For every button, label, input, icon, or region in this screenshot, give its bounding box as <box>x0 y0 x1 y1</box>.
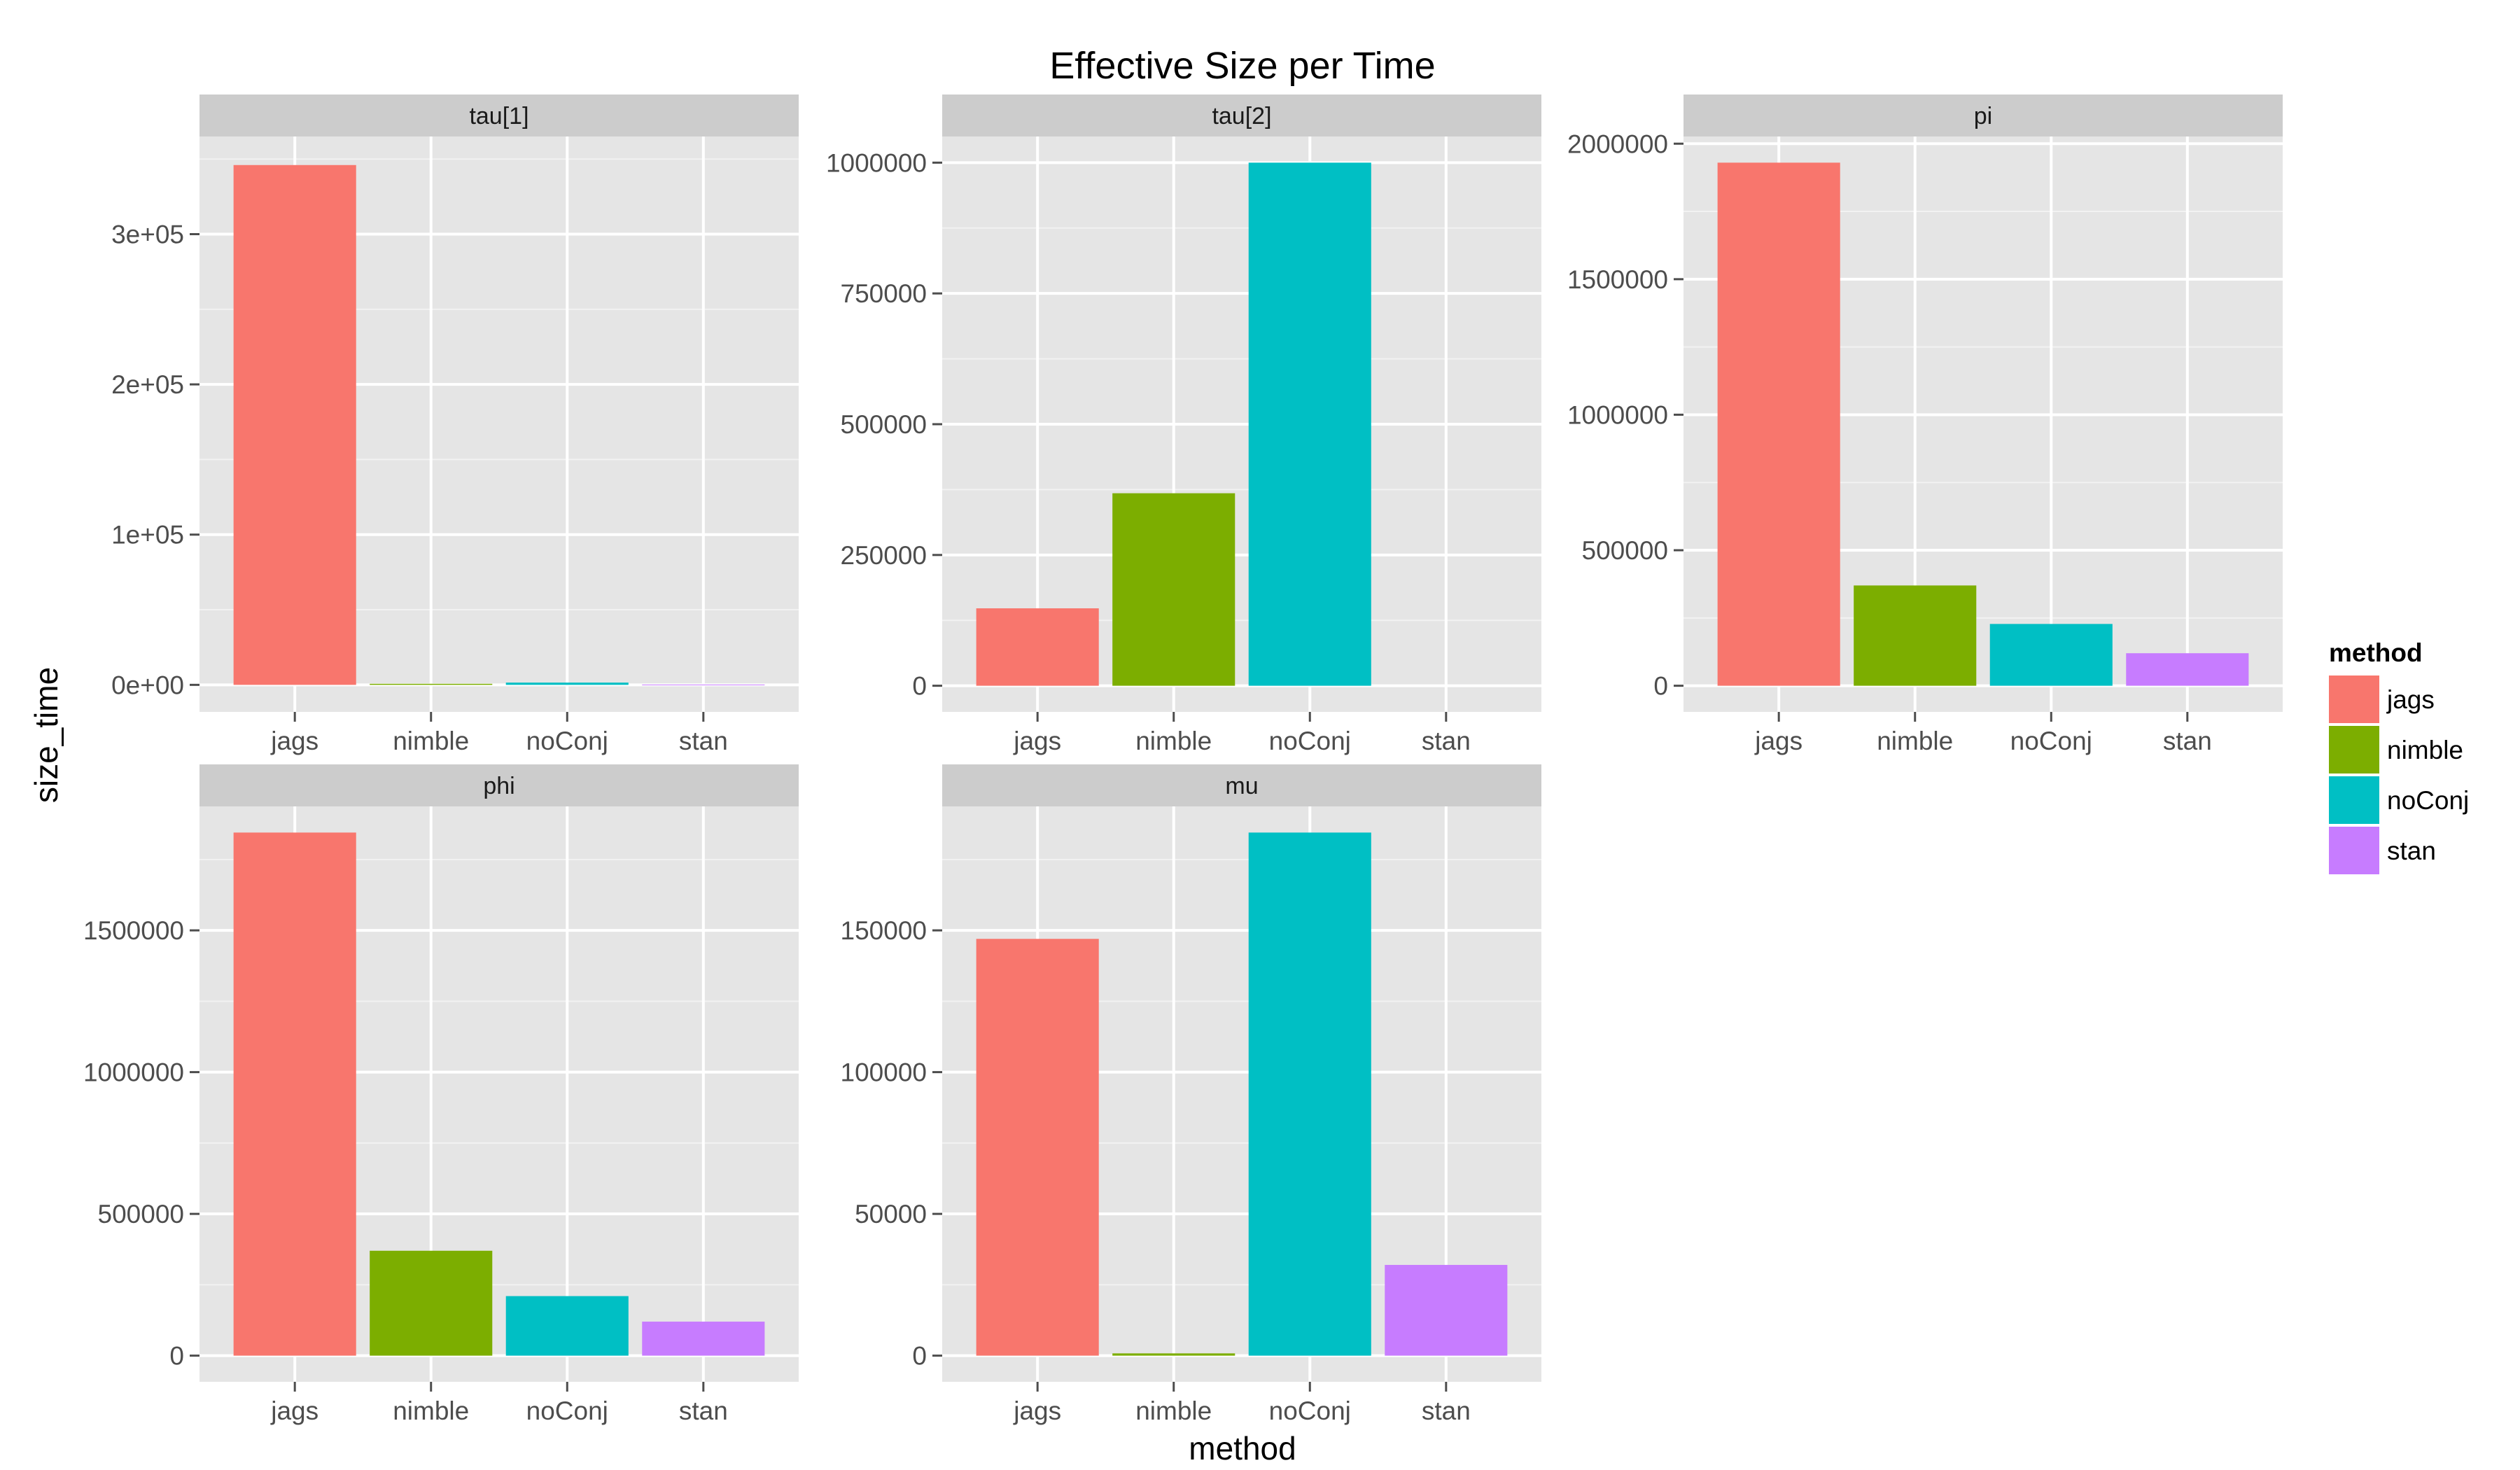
x-tick-label: noConj <box>1269 727 1351 755</box>
x-tick-label: stan <box>679 1396 728 1425</box>
legend-title: method <box>2329 638 2423 667</box>
x-tick-label: noConj <box>526 1396 608 1425</box>
facet-panel: mu 0 50000 100000 150000 jags nimble noConj stan <box>841 764 1541 1425</box>
y-tick-label: 1500000 <box>83 916 184 945</box>
y-tick-label: 500000 <box>98 1200 184 1228</box>
facet-panels: tau[1] 0e+00 1e+05 2e+05 3e+05 jags nimble noCo… <box>83 94 2283 1425</box>
bar-noConj <box>1248 162 1371 686</box>
x-tick-label: stan <box>679 727 728 755</box>
bar-stan <box>1385 1265 1508 1356</box>
bar-nimble <box>1112 493 1236 686</box>
facet-strip <box>200 764 799 806</box>
x-tick-label: jags <box>270 1396 318 1425</box>
x-tick-label: stan <box>1422 1396 1471 1425</box>
bar-jags <box>233 832 356 1356</box>
x-tick-label: nimble <box>1135 1396 1212 1425</box>
legend-key-jags <box>2329 676 2379 723</box>
x-tick-label: jags <box>1013 1396 1061 1425</box>
y-tick-label: 0e+00 <box>111 671 184 699</box>
legend: method jags nimble noConj stan <box>2329 638 2469 874</box>
bar-nimble <box>370 683 493 685</box>
bar-nimble <box>1854 585 1977 686</box>
bar-nimble <box>1112 1353 1236 1356</box>
facet-panel: tau[1] 0e+00 1e+05 2e+05 3e+05 jags nimble noCo… <box>111 94 799 755</box>
legend-label-noConj: noConj <box>2387 786 2469 815</box>
bar-noConj <box>1989 624 2113 686</box>
facet-panel: pi 0 500000 1000000 1500000 2000000 jags nimble… <box>1567 94 2283 755</box>
y-tick-label: 150000 <box>841 916 927 945</box>
facet-strip-label: phi <box>483 773 514 799</box>
bar-jags <box>976 939 1099 1356</box>
bar-noConj <box>1248 832 1371 1356</box>
facet-strip <box>1684 94 2283 136</box>
bar-stan <box>642 1322 765 1356</box>
y-tick-label: 1e+05 <box>111 521 184 550</box>
y-tick-label: 0 <box>912 672 927 701</box>
y-tick-label: 0 <box>1653 672 1668 701</box>
bar-jags <box>976 608 1099 686</box>
legend-label-stan: stan <box>2387 836 2436 865</box>
y-tick-label: 100000 <box>841 1058 927 1087</box>
y-tick-label: 1500000 <box>1567 265 1668 294</box>
bar-noConj <box>505 1296 629 1356</box>
y-tick-label: 2e+05 <box>111 370 184 399</box>
x-tick-label: nimble <box>1877 727 1953 755</box>
x-tick-label: nimble <box>393 1396 469 1425</box>
chart-title: Effective Size per Time <box>1049 45 1435 87</box>
x-axis-title: method <box>1189 1430 1296 1466</box>
bar-noConj <box>505 682 629 685</box>
bar-stan <box>2126 653 2249 686</box>
x-tick-label: nimble <box>1135 727 1212 755</box>
x-tick-label: jags <box>1013 727 1061 755</box>
facet-strip <box>200 94 799 136</box>
x-tick-label: nimble <box>393 727 469 755</box>
legend-label-nimble: nimble <box>2387 736 2463 764</box>
x-tick-label: noConj <box>1269 1396 1351 1425</box>
facet-panel: tau[2] 0 250000 500000 750000 1000000 jags nimb… <box>826 94 1541 755</box>
facet-strip <box>942 94 1541 136</box>
bar-nimble <box>370 1250 493 1356</box>
y-tick-label: 50000 <box>855 1200 927 1228</box>
facet-strip-label: mu <box>1225 773 1258 799</box>
x-tick-label: stan <box>2163 727 2212 755</box>
y-tick-label: 750000 <box>841 279 927 308</box>
y-tick-label: 250000 <box>841 541 927 570</box>
x-tick-label: noConj <box>2010 727 2092 755</box>
facet-panel: phi 0 500000 1000000 1500000 jags nimble noConj… <box>83 764 799 1425</box>
facet-strip <box>942 764 1541 806</box>
y-tick-label: 0 <box>912 1342 927 1371</box>
facet-strip-label: tau[1] <box>469 103 528 130</box>
legend-key-nimble <box>2329 726 2379 774</box>
x-tick-label: jags <box>1754 727 1802 755</box>
y-tick-label: 3e+05 <box>111 220 184 249</box>
y-tick-label: 2000000 <box>1567 130 1668 158</box>
bar-jags <box>1717 162 1840 686</box>
y-tick-label: 1000000 <box>83 1058 184 1087</box>
facet-strip-label: pi <box>1974 103 1992 130</box>
x-tick-label: stan <box>1422 727 1471 755</box>
x-tick-label: jags <box>270 727 318 755</box>
bar-jags <box>233 164 356 685</box>
y-tick-label: 500000 <box>1582 536 1668 565</box>
legend-key-noConj <box>2329 776 2379 824</box>
legend-key-stan <box>2329 827 2379 874</box>
facet-strip-label: tau[2] <box>1212 103 1271 130</box>
x-tick-label: noConj <box>526 727 608 755</box>
y-tick-label: 500000 <box>841 410 927 439</box>
y-tick-label: 1000000 <box>826 148 927 177</box>
legend-label-jags: jags <box>2386 685 2435 714</box>
y-tick-label: 1000000 <box>1567 400 1668 429</box>
y-tick-label: 0 <box>169 1342 184 1371</box>
y-axis-title: size_time <box>28 667 64 803</box>
